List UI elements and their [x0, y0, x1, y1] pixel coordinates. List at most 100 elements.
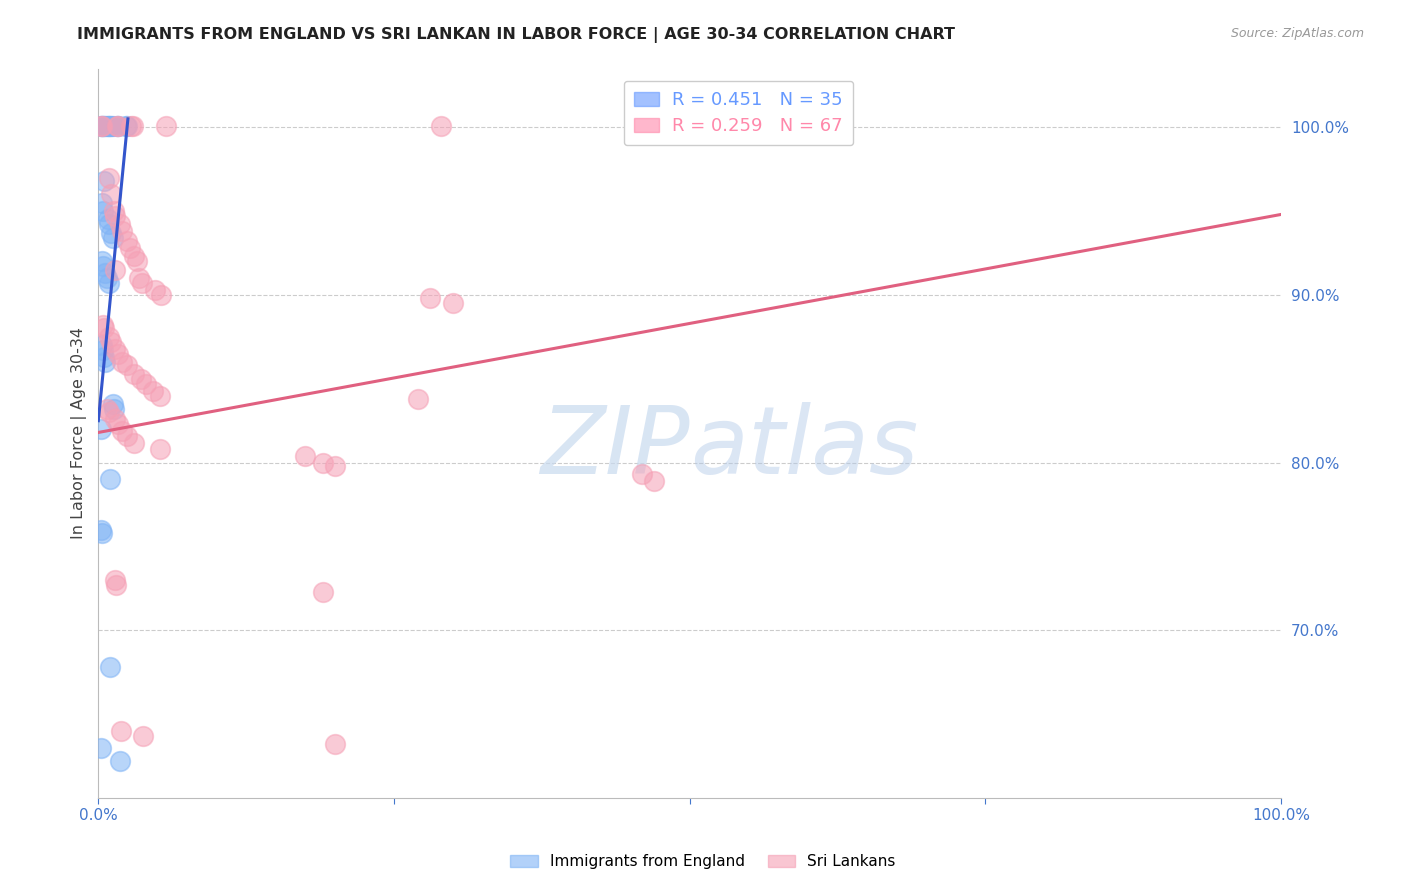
Point [90, 119, 112, 133]
Point [115, 359, 138, 373]
Point [135, 376, 157, 391]
Point [149, 388, 172, 402]
Point [104, 342, 127, 356]
Point [105, 578, 128, 592]
Y-axis label: In Labor Force | Age 30-34: In Labor Force | Age 30-34 [72, 327, 87, 540]
Point [90, 119, 112, 133]
Point [90, 740, 112, 755]
Point [96, 119, 118, 133]
Point [312, 584, 335, 599]
Point [120, 241, 142, 255]
Point [91, 204, 114, 219]
Point [90, 119, 112, 133]
Point [104, 209, 127, 223]
Point [98, 472, 121, 486]
Text: atlas: atlas [690, 402, 918, 493]
Point [111, 224, 134, 238]
Point [121, 119, 143, 133]
Point [111, 355, 134, 369]
Point [131, 276, 153, 290]
Point [110, 833, 132, 847]
Point [98, 170, 121, 185]
Point [111, 424, 134, 438]
Point [97, 119, 120, 133]
Point [643, 474, 665, 488]
Point [107, 119, 129, 133]
Point [129, 372, 152, 386]
Point [98, 218, 121, 232]
Text: ZIP: ZIP [540, 402, 690, 493]
Point [150, 288, 173, 302]
Point [100, 119, 122, 133]
Point [631, 467, 654, 482]
Point [94, 119, 117, 133]
Point [100, 334, 122, 349]
Point [430, 119, 453, 133]
Point [323, 738, 346, 752]
Point [143, 283, 166, 297]
Point [132, 729, 155, 743]
Point [104, 412, 127, 426]
Point [115, 234, 138, 248]
Point [111, 805, 134, 819]
Point [90, 422, 112, 436]
Point [110, 723, 132, 738]
Point [91, 343, 114, 358]
Point [96, 271, 118, 285]
Point [90, 523, 112, 537]
Point [122, 249, 145, 263]
Point [91, 318, 114, 332]
Point [101, 231, 124, 245]
Point [90, 119, 112, 133]
Point [114, 119, 136, 133]
Point [98, 119, 121, 133]
Legend: R = 0.451   N = 35, R = 0.259   N = 67: R = 0.451 N = 35, R = 0.259 N = 67 [624, 80, 853, 145]
Point [323, 458, 346, 473]
Point [103, 204, 125, 219]
Point [104, 573, 127, 587]
Point [93, 119, 115, 133]
Point [93, 350, 115, 364]
Legend: Immigrants from England, Sri Lankans: Immigrants from England, Sri Lankans [503, 848, 903, 875]
Point [100, 226, 122, 240]
Point [155, 119, 177, 133]
Point [122, 435, 145, 450]
Point [142, 384, 165, 398]
Point [115, 429, 138, 443]
Point [441, 296, 464, 310]
Point [98, 276, 121, 290]
Point [115, 119, 138, 133]
Point [101, 397, 124, 411]
Point [107, 119, 129, 133]
Point [96, 401, 118, 416]
Point [294, 449, 316, 463]
Point [98, 330, 121, 344]
Point [93, 321, 115, 335]
Point [90, 254, 112, 268]
Point [105, 119, 128, 133]
Point [101, 119, 124, 133]
Text: Source: ZipAtlas.com: Source: ZipAtlas.com [1230, 27, 1364, 40]
Point [98, 405, 121, 419]
Text: IMMIGRANTS FROM ENGLAND VS SRI LANKAN IN LABOR FORCE | AGE 30-34 CORRELATION CHA: IMMIGRANTS FROM ENGLAND VS SRI LANKAN IN… [77, 27, 955, 43]
Point [108, 218, 131, 232]
Point [127, 254, 149, 268]
Point [90, 526, 112, 541]
Point [312, 838, 335, 852]
Point [108, 754, 131, 768]
Point [104, 262, 127, 277]
Point [93, 174, 115, 188]
Point [105, 119, 128, 133]
Point [94, 266, 117, 280]
Point [121, 119, 143, 133]
Point [97, 212, 120, 227]
Point [107, 417, 129, 431]
Point [90, 195, 112, 210]
Point [98, 660, 121, 674]
Point [128, 271, 150, 285]
Point [90, 338, 112, 352]
Point [418, 291, 440, 305]
Point [94, 355, 117, 369]
Point [98, 119, 121, 133]
Point [107, 346, 129, 360]
